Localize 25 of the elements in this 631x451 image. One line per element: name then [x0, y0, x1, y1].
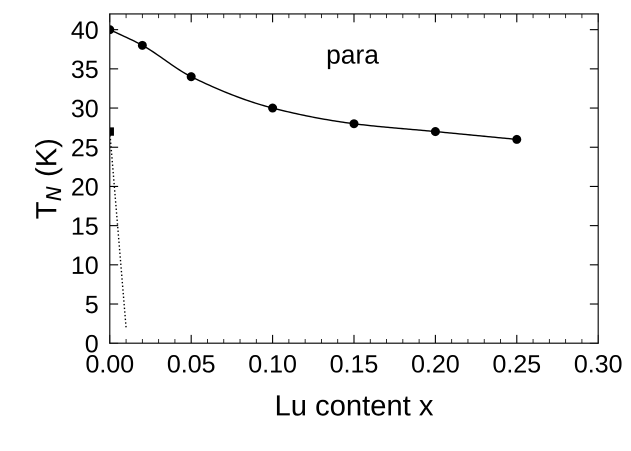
x-tick-label: 0.30 — [574, 354, 622, 373]
x-tick-label: 0.20 — [412, 354, 459, 373]
point — [349, 119, 359, 128]
y-tick-label: 15 — [72, 217, 98, 235]
x-tick-label: 0.25 — [493, 354, 540, 373]
y-tick-label: 40 — [71, 21, 98, 39]
x-axis-title: Lu content x — [276, 395, 434, 416]
point — [186, 72, 196, 82]
y-tick-label: 25 — [72, 138, 98, 157]
y-tick-label: 10 — [72, 256, 98, 274]
point — [268, 104, 278, 113]
y-tick-label: 30 — [72, 100, 98, 118]
y-tick-label: 0 — [86, 334, 98, 353]
point — [138, 40, 147, 50]
x-tick-label: 0.00 — [86, 354, 134, 373]
annotation: para — [328, 49, 379, 70]
x-tick-label: 0.05 — [168, 354, 214, 373]
y-tick-label: 35 — [72, 60, 98, 78]
y-tick-label: 20 — [72, 178, 98, 196]
point — [512, 134, 522, 144]
y-axis-title: T$_{N}$ (K) — [35, 140, 62, 219]
point — [430, 127, 440, 136]
x-tick-label: 0.10 — [249, 354, 296, 373]
y-tick-label: 5 — [86, 296, 98, 314]
x-tick-label: 0.15 — [330, 354, 378, 373]
